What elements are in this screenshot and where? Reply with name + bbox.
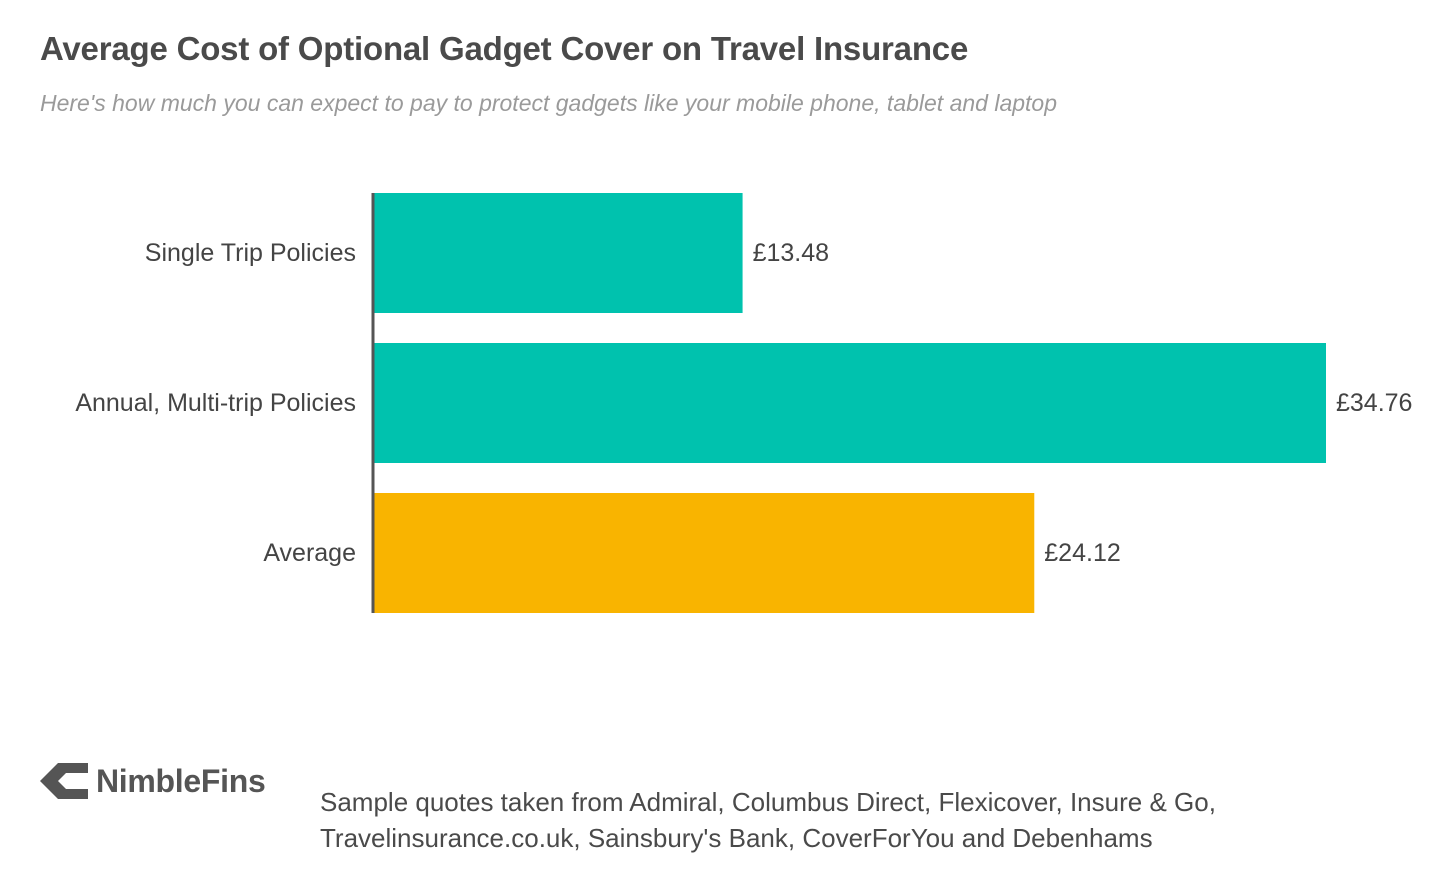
bar — [373, 193, 743, 313]
value-label: £24.12 — [1044, 539, 1120, 567]
brand-logo: NimbleFins — [40, 756, 266, 806]
bar — [373, 493, 1035, 613]
source-note: Sample quotes taken from Admiral, Columb… — [320, 784, 1420, 856]
source-line: Sample quotes taken from Admiral, Columb… — [320, 787, 1216, 817]
value-label: £13.48 — [753, 239, 829, 267]
category-label: Average — [263, 539, 356, 567]
source-line: Travelinsurance.co.uk, Sainsbury's Bank,… — [320, 823, 1153, 853]
category-label: Single Trip Policies — [145, 239, 356, 267]
value-label: £34.76 — [1336, 389, 1412, 417]
chart-subtitle: Here's how much you can expect to pay to… — [40, 90, 1058, 116]
bar — [373, 343, 1326, 463]
bar-chart: Single Trip Policies £13.48 Annual, Multi-… — [75, 193, 1412, 613]
brand-name: NimbleFins — [96, 762, 266, 799]
category-label: Annual, Multi-trip Policies — [75, 389, 356, 417]
chart-title: Average Cost of Optional Gadget Cover on… — [40, 30, 969, 67]
chevron-left-icon — [40, 763, 88, 799]
